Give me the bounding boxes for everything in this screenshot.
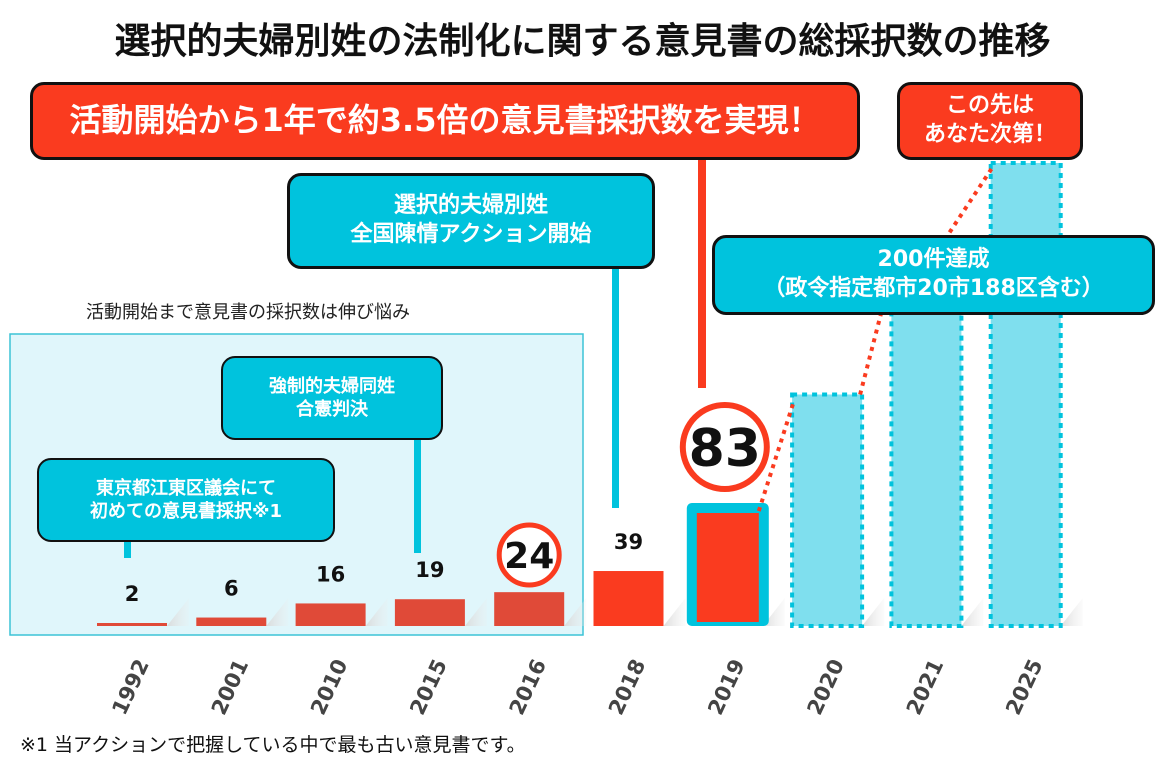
- bar-shadow: [365, 598, 388, 626]
- bar-2016: [494, 592, 565, 626]
- value-label-2018: 39: [614, 530, 643, 554]
- bar-shadow: [663, 598, 686, 626]
- highlight-circle-2016: [496, 522, 562, 588]
- bar-shadow: [961, 598, 984, 626]
- x-tick-1992: 1992: [107, 655, 153, 718]
- highlight-circle-2019: [679, 402, 770, 492]
- x-tick-2016: 2016: [505, 655, 551, 718]
- value-label-1992: 2: [125, 582, 140, 606]
- value-label-2010: 16: [316, 562, 345, 586]
- bar-2010: [295, 603, 366, 626]
- milestone-200-callout: 200件達成 （政令指定都市20市188区含む）: [712, 235, 1155, 315]
- action-start-callout: 選択的夫婦別姓 全国陳情アクション開始: [287, 173, 655, 269]
- stagnation-label: 活動開始まで意見書の採択数は伸び悩み: [86, 302, 410, 323]
- headline-callout: 活動開始から1年で約3.5倍の意見書採択数を実現！: [30, 82, 860, 160]
- first-adoption-line-2: 初めての意見書採択※1: [89, 501, 283, 522]
- bar-2015: [394, 599, 465, 626]
- connector-action-start: [612, 268, 619, 508]
- bar-2018: [593, 571, 664, 626]
- value-label-2019: 83: [689, 419, 761, 479]
- bar-shadow: [564, 598, 587, 626]
- bar-shadow: [266, 598, 289, 626]
- bar-shadow: [167, 598, 189, 626]
- x-tick-2018: 2018: [604, 655, 650, 718]
- bar-shadow: [862, 598, 885, 626]
- x-tick-2025: 2025: [1001, 655, 1047, 718]
- milestone-line-2: （政令指定都市20市188区含む）: [763, 276, 1104, 301]
- connector-ruling: [414, 438, 421, 553]
- connector-headline: [698, 160, 706, 388]
- future-line-2: あなた次第！: [923, 122, 1056, 147]
- value-label-2001: 6: [224, 577, 239, 601]
- ruling-callout: 強制的夫婦同姓 合憲判決: [221, 356, 443, 440]
- value-label-2015: 19: [415, 558, 444, 582]
- future-callout: この先は あなた次第！: [897, 82, 1083, 160]
- first-adoption-line-1: 東京都江東区議会にて: [96, 477, 276, 499]
- projected-bar-2025: [988, 161, 1063, 628]
- x-tick-2010: 2010: [306, 655, 352, 718]
- chart-title: 選択的夫婦別姓の法制化に関する意見書の総採択数の推移: [114, 21, 1051, 62]
- x-tick-2021: 2021: [902, 655, 948, 718]
- first-adoption-callout: 東京都江東区議会にて 初めての意見書採択※1: [37, 458, 335, 542]
- bar-shadow: [1060, 598, 1083, 626]
- bar-2001: [196, 617, 267, 626]
- x-tick-2020: 2020: [803, 655, 849, 718]
- future-line-1: この先は: [945, 93, 1034, 119]
- connector-first-adoption: [124, 540, 131, 558]
- x-tick-2015: 2015: [405, 655, 451, 718]
- x-tick-2019: 2019: [703, 655, 749, 718]
- bar-shadow: [464, 598, 487, 626]
- trend-line-segment: [756, 399, 797, 512]
- x-tick-2001: 2001: [207, 655, 253, 718]
- value-label-2016: 24: [504, 536, 554, 577]
- footnote: ※1 当アクションで把握している中で最も古い意見書です。: [20, 734, 526, 756]
- ruling-line-2: 合憲判決: [296, 399, 368, 420]
- milestone-line-1: 200件達成: [877, 247, 990, 273]
- action-start-line-1: 選択的夫婦別姓: [393, 193, 548, 219]
- projected-bar-2020: [790, 392, 865, 628]
- headline-text: 活動開始から1年で約3.5倍の意見書採択数を実現！: [69, 101, 821, 140]
- bar-2019: [696, 513, 759, 622]
- ruling-line-1: 強制的夫婦同姓: [269, 375, 395, 397]
- bar-1992: [97, 623, 167, 626]
- action-start-line-2: 全国陳情アクション開始: [350, 222, 592, 247]
